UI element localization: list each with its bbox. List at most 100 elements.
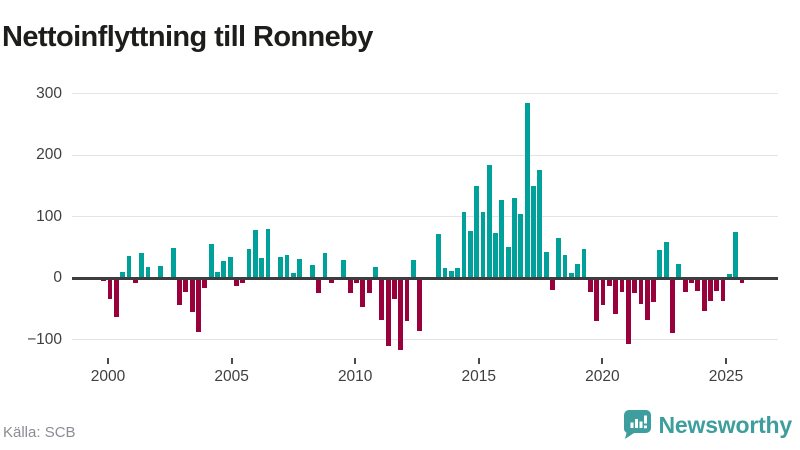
x-axis-tick-label: 2025 [708, 368, 744, 385]
gridline [72, 216, 778, 217]
quarter-bar [575, 264, 581, 278]
quarter-bar [411, 259, 416, 278]
gridline [72, 93, 778, 94]
quarter-bar [139, 253, 145, 278]
quarter-bar [196, 279, 201, 332]
quarter-bar [101, 279, 107, 281]
quarter-bar [727, 273, 732, 278]
gridline [72, 154, 778, 156]
source-caption: Källa: SCB [3, 424, 76, 441]
quarter-bar [234, 279, 239, 287]
x-axis-tick-mark [107, 358, 109, 364]
chart-title: Nettoinflyttning till Ronneby [2, 21, 373, 54]
quarter-bar [227, 257, 233, 278]
quarter-bar [739, 279, 745, 284]
quarter-bar [512, 198, 517, 278]
quarter-bar [417, 279, 423, 331]
quarter-bar [701, 279, 707, 311]
y-axis-tick-label: 300 [36, 84, 62, 102]
quarter-bar [107, 279, 113, 299]
quarter-bar [436, 233, 442, 278]
quarter-bar [385, 279, 391, 347]
quarter-bar [259, 258, 265, 278]
quarter-bar [638, 279, 644, 304]
quarter-bar [632, 279, 637, 294]
quarter-bar [132, 279, 138, 284]
quarter-bar [569, 273, 574, 278]
x-axis-tick-label: 2015 [461, 368, 497, 385]
quarter-bar [392, 279, 397, 300]
quarter-bar [587, 279, 593, 292]
x-axis-tick-mark [354, 358, 357, 364]
quarter-bar [215, 271, 220, 278]
quarter-bar [682, 279, 688, 292]
x-axis-tick-label: 2020 [585, 368, 620, 385]
quarter-bar [448, 271, 454, 278]
quarter-bar [290, 273, 296, 278]
x-axis-tick-label: 2005 [214, 368, 249, 385]
quarter-bar [524, 102, 530, 278]
quarter-bar [158, 266, 163, 278]
quarter-bar [613, 279, 619, 315]
y-axis-tick-label: −100 [27, 330, 62, 348]
quarter-bar [556, 238, 562, 278]
quarter-bar [442, 267, 448, 278]
x-axis-tick-mark [725, 358, 727, 364]
y-axis-tick-label: 0 [53, 269, 62, 286]
quarter-bar [183, 279, 189, 292]
quarter-bar [354, 279, 359, 284]
quarter-bar [600, 279, 606, 305]
quarter-bar [720, 279, 726, 302]
quarter-bar [379, 279, 385, 321]
quarter-bar [518, 214, 524, 278]
quarter-bar [360, 279, 366, 308]
quarter-bar [733, 232, 739, 278]
x-axis-tick-mark [477, 358, 480, 364]
quarter-bar [550, 279, 555, 291]
quarter-bar [657, 249, 663, 278]
quarter-bar [537, 170, 543, 278]
quarter-bar [208, 243, 214, 278]
quarter-bar [189, 279, 195, 312]
quarter-bar [316, 279, 321, 294]
quarter-bar [663, 242, 669, 278]
quarter-bar [322, 253, 328, 278]
quarter-bar [499, 199, 505, 278]
quarter-bar [328, 279, 334, 283]
quarter-bar [606, 279, 612, 286]
newsworthy-logo[interactable]: Newsworthy [622, 409, 792, 441]
quarter-bar [297, 258, 303, 278]
quarter-bar [651, 279, 656, 302]
quarter-bar [253, 230, 258, 278]
quarter-bar [202, 279, 208, 289]
x-axis-tick-mark [601, 358, 604, 364]
x-axis-tick-mark [230, 358, 233, 364]
quarter-bar [398, 279, 404, 350]
quarter-bar [562, 255, 568, 278]
quarter-bar [221, 260, 227, 278]
quarter-bar [714, 279, 720, 291]
gridline [72, 339, 778, 340]
quarter-bar [543, 251, 549, 278]
quarter-bar [145, 266, 151, 278]
quarter-bar [113, 279, 119, 317]
quarter-bar [240, 279, 246, 283]
quarter-bar [695, 279, 701, 291]
quarter-bar [126, 255, 132, 278]
quarter-bar [581, 249, 587, 278]
newsworthy-speech-bubble-barchart-icon [623, 410, 651, 439]
quarter-bar [531, 186, 536, 278]
quarter-bar [594, 279, 600, 321]
quarter-bar [120, 271, 126, 278]
quarter-bar [474, 186, 479, 278]
quarter-bar [493, 233, 498, 278]
quarter-bar [404, 279, 410, 322]
x-axis-tick-label: 2010 [337, 368, 373, 385]
quarter-bar [373, 266, 378, 278]
quarter-bar [278, 257, 284, 278]
quarter-bar [708, 279, 713, 302]
quarter-bar [619, 279, 625, 292]
quarter-bar [284, 255, 290, 278]
y-axis-tick-label: 200 [36, 146, 62, 163]
